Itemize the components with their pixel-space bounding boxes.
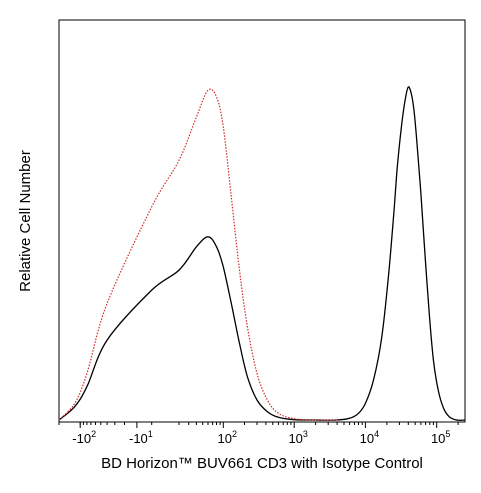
x-tick-label: 103 bbox=[288, 429, 307, 446]
x-tick-label: -101 bbox=[129, 429, 153, 446]
series-layer bbox=[58, 86, 466, 421]
plot-frame bbox=[58, 19, 466, 423]
x-axis-ticks: -102 -101 102 103 104 105 bbox=[58, 422, 459, 446]
x-tick-label: 104 bbox=[360, 429, 379, 446]
x-tick-label: 105 bbox=[431, 429, 450, 446]
x-tick-label: -102 bbox=[72, 429, 96, 446]
isotype-control-histogram bbox=[58, 88, 338, 421]
cd3-histogram bbox=[58, 86, 466, 421]
x-tick-label: 102 bbox=[218, 429, 237, 446]
x-axis-label: BD Horizon™ BUV661 CD3 with Isotype Cont… bbox=[101, 455, 423, 472]
y-axis-label: Relative Cell Number bbox=[17, 150, 34, 292]
